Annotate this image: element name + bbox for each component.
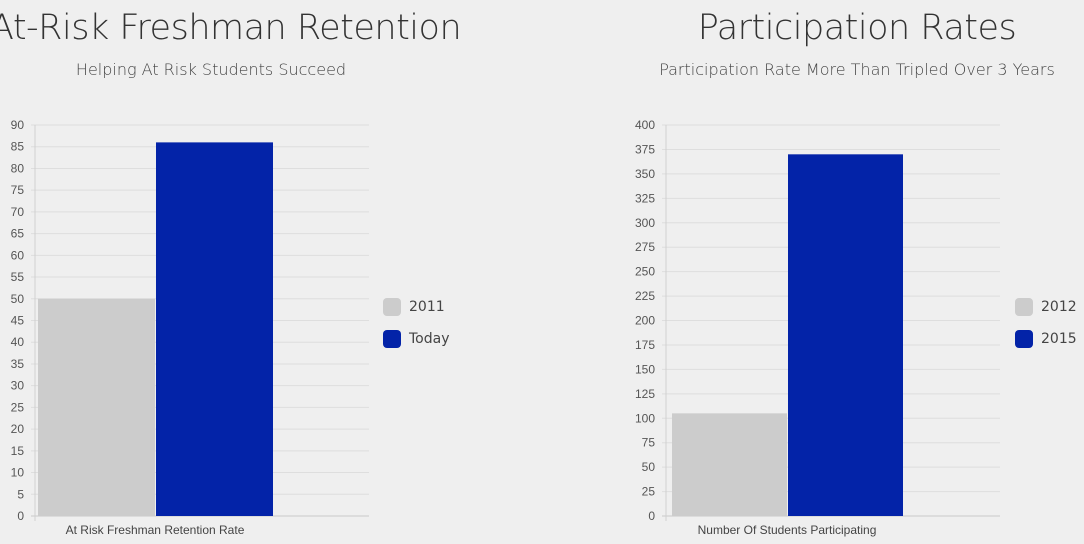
legend-swatch: [1015, 298, 1033, 316]
y-tick-label: 0: [17, 509, 24, 523]
y-tick-label: 90: [11, 118, 25, 132]
y-tick-label: 35: [11, 357, 25, 371]
y-tick-label: 60: [11, 248, 25, 262]
legend-item[interactable]: 2012: [1015, 298, 1077, 316]
y-tick-label: 10: [11, 466, 25, 480]
legend-item[interactable]: 2015: [1015, 330, 1077, 348]
y-tick-label: 350: [635, 167, 655, 181]
chart-title: Participation Rates: [697, 8, 1017, 48]
legend-item[interactable]: 2011: [383, 298, 445, 316]
y-tick-label: 50: [11, 292, 25, 306]
y-axis-ticks: 0 5 10 15 20 25 30 35 40 45 50 55 60 65 70 75 80 85 90: [11, 118, 25, 523]
chart-subtitle: Helping At Risk Students Succeed: [75, 60, 347, 79]
y-tick-label: 5: [17, 487, 24, 501]
chart-subtitle: Participation Rate More Than Tripled Ove…: [659, 60, 1055, 79]
y-tick-label: 0: [648, 509, 655, 523]
y-tick-label: 15: [11, 444, 25, 458]
legend-label: 2015: [1041, 331, 1077, 347]
y-tick-label: 400: [635, 118, 655, 132]
retention-chart-panel: At-Risk Freshman Retention Helping At Ri…: [0, 0, 462, 544]
legend-swatch: [1015, 330, 1033, 348]
participation-bar-chart: 0 25 50 75 100 125 150 175 200 225 250 275 300 325 350…: [635, 118, 1000, 537]
y-tick-label: 40: [11, 335, 25, 349]
y-tick-label: 65: [11, 227, 25, 241]
x-category-label: Number Of Students Participating: [698, 523, 877, 537]
y-tick-label: 375: [635, 142, 655, 156]
legend-label: Today: [409, 331, 450, 347]
y-tick-label: 75: [11, 183, 25, 197]
y-tick-label: 55: [11, 270, 25, 284]
legend-label: 2012: [1041, 299, 1077, 315]
y-tick-label: 325: [635, 191, 655, 205]
bar-2015: [788, 154, 903, 516]
y-tick-label: 150: [635, 362, 655, 376]
y-tick-label: 300: [635, 216, 655, 230]
legend-item[interactable]: Today: [383, 330, 450, 348]
y-tick-label: 275: [635, 240, 655, 254]
legend-swatch: [383, 298, 401, 316]
bars: [38, 142, 273, 516]
retention-bar-chart: 0 5 10 15 20 25 30 35 40 45 50 55 60 65 70 75 80 85 90 At R…: [11, 118, 369, 537]
y-tick-label: 70: [11, 205, 25, 219]
y-tick-label: 200: [635, 314, 655, 328]
y-tick-label: 20: [11, 422, 25, 436]
y-tick-label: 25: [642, 485, 656, 499]
participation-chart-panel: Participation Rates Participation Rate M…: [630, 0, 1084, 544]
y-tick-label: 80: [11, 161, 25, 175]
y-tick-label: 75: [642, 436, 656, 450]
y-tick-label: 45: [11, 314, 25, 328]
y-tick-label: 225: [635, 289, 655, 303]
legend-swatch: [383, 330, 401, 348]
bar-today: [156, 142, 273, 516]
y-tick-label: 250: [635, 265, 655, 279]
y-tick-label: 50: [642, 460, 656, 474]
legend-label: 2011: [409, 299, 445, 315]
bar-2012: [672, 413, 787, 516]
y-tick-label: 125: [635, 387, 655, 401]
chart-title: At-Risk Freshman Retention: [0, 8, 462, 48]
y-tick-label: 175: [635, 338, 655, 352]
y-tick-label: 25: [11, 400, 25, 414]
y-tick-label: 100: [635, 411, 655, 425]
y-tick-label: 30: [11, 379, 25, 393]
x-category-label: At Risk Freshman Retention Rate: [66, 523, 245, 537]
y-axis-ticks: 0 25 50 75 100 125 150 175 200 225 250 275 300 325 350…: [635, 118, 655, 523]
bar-2011: [38, 298, 155, 516]
bars: [672, 154, 903, 516]
y-tick-label: 85: [11, 140, 25, 154]
